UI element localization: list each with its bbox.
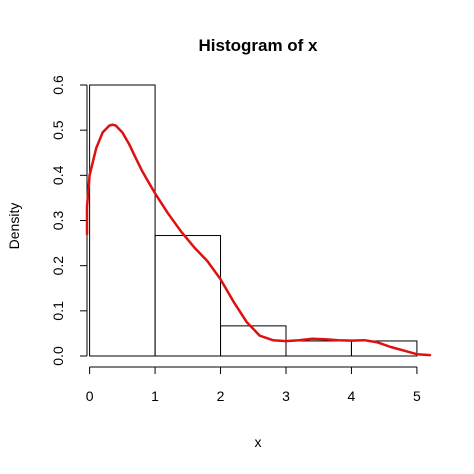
x-tick-label-4: 4 [348,388,356,404]
x-tick-label-1: 1 [151,388,159,404]
histogram-bar-0 [89,84,156,357]
density-curve [85,123,432,357]
x-tick-label-2: 2 [217,388,225,404]
x-axis-label: x [255,434,262,450]
x-tick-label-3: 3 [282,388,290,404]
y-tick-label-2: 0.2 [50,256,66,276]
y-tick-label-1: 0.1 [50,301,66,321]
x-tick-label-0: 0 [86,388,94,404]
y-ticks: 0.0 0.1 0.2 0.3 0.4 0.5 0.6 [50,75,87,366]
x-ticks: 0 1 2 3 4 5 [86,367,421,404]
histogram-bars [89,84,418,357]
y-tick-label-0: 0.0 [50,346,66,366]
chart-title: Histogram of x [198,36,318,55]
y-tick-label-5: 0.5 [50,120,66,140]
histogram-bar-3 [285,340,352,357]
y-tick-label-4: 0.4 [50,165,66,185]
histogram-bar-1 [154,235,222,357]
y-tick-label-3: 0.3 [50,211,66,231]
y-tick-label-6: 0.6 [50,75,66,95]
y-axis-label: Density [6,203,22,250]
x-tick-label-5: 5 [413,388,421,404]
histogram-bar-4 [350,340,418,357]
